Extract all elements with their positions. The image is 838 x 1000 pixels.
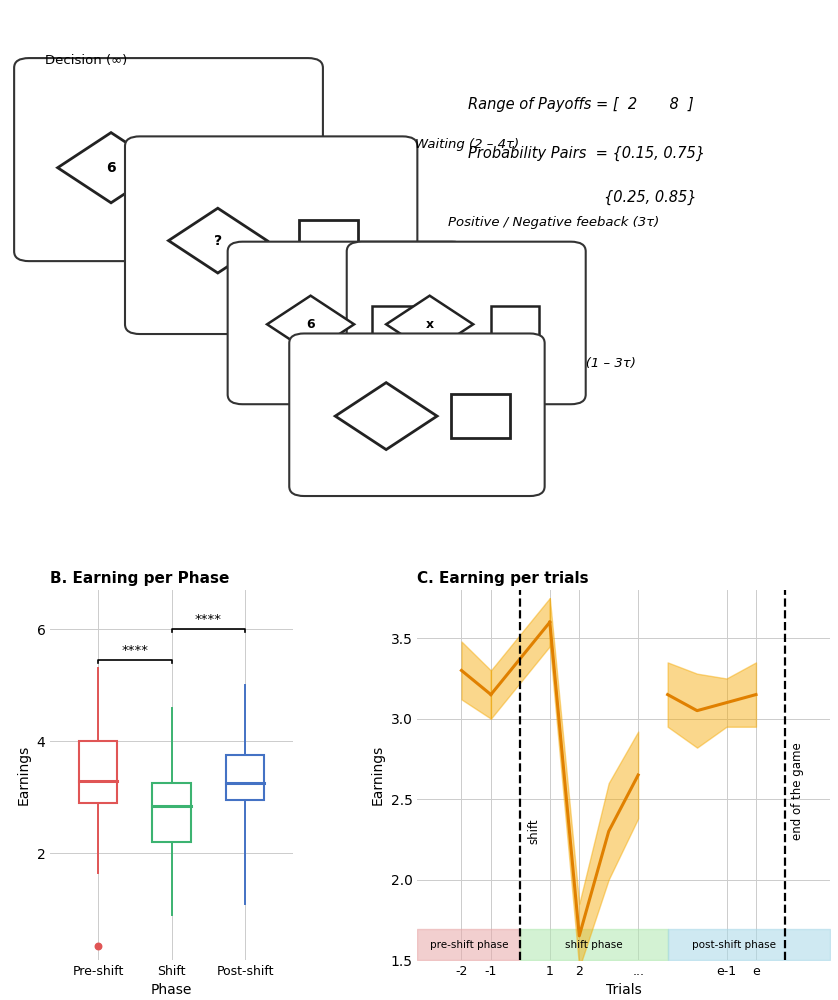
- Y-axis label: Earnings: Earnings: [371, 745, 385, 805]
- X-axis label: Trials: Trials: [606, 983, 641, 997]
- Text: C. Earning per trials: C. Earning per trials: [417, 571, 589, 586]
- Text: ?: ?: [214, 234, 222, 248]
- Text: 4: 4: [225, 161, 235, 175]
- Text: shift: shift: [528, 818, 541, 844]
- Polygon shape: [335, 383, 437, 450]
- Polygon shape: [58, 133, 164, 203]
- X-axis label: Phase: Phase: [151, 983, 192, 997]
- FancyBboxPatch shape: [125, 136, 417, 334]
- Bar: [153, 783, 191, 842]
- Text: {0.25, 0.85}: {0.25, 0.85}: [603, 189, 696, 205]
- Bar: [299, 220, 358, 262]
- Bar: [226, 755, 264, 800]
- Text: x: x: [426, 318, 434, 331]
- Bar: [79, 741, 117, 803]
- FancyBboxPatch shape: [347, 242, 586, 404]
- Text: Waiting (2 – 4τ): Waiting (2 – 4τ): [415, 138, 519, 151]
- Text: end of the game: end of the game: [791, 742, 804, 840]
- Bar: [491, 306, 539, 343]
- Text: 6: 6: [106, 161, 116, 175]
- Bar: [198, 145, 262, 191]
- Y-axis label: Earnings: Earnings: [17, 745, 31, 805]
- Bar: [372, 306, 420, 343]
- Text: pre-shift phase: pre-shift phase: [430, 940, 508, 950]
- Text: ****: ****: [194, 613, 222, 626]
- FancyBboxPatch shape: [228, 242, 467, 404]
- Text: ****: ****: [122, 644, 148, 657]
- Text: Pause (1 – 3τ): Pause (1 – 3τ): [542, 357, 636, 370]
- Polygon shape: [267, 296, 354, 353]
- Text: Positive / Negative feeback (3τ): Positive / Negative feeback (3τ): [447, 216, 659, 229]
- Bar: [451, 394, 510, 438]
- FancyBboxPatch shape: [14, 58, 323, 261]
- Text: shift phase: shift phase: [565, 940, 623, 950]
- Point: [91, 938, 105, 954]
- Text: post-shift phase: post-shift phase: [692, 940, 776, 950]
- Text: 6: 6: [306, 318, 315, 331]
- FancyBboxPatch shape: [289, 333, 545, 496]
- Polygon shape: [386, 296, 473, 353]
- Text: B. Earning per Phase: B. Earning per Phase: [50, 571, 230, 586]
- Text: Probability Pairs  = {0.15, 0.75}: Probability Pairs = {0.15, 0.75}: [468, 146, 706, 161]
- Text: Range of Payoffs = [  2       8  ]: Range of Payoffs = [ 2 8 ]: [468, 98, 694, 112]
- Polygon shape: [168, 208, 267, 273]
- Text: Decision (∞): Decision (∞): [45, 54, 127, 67]
